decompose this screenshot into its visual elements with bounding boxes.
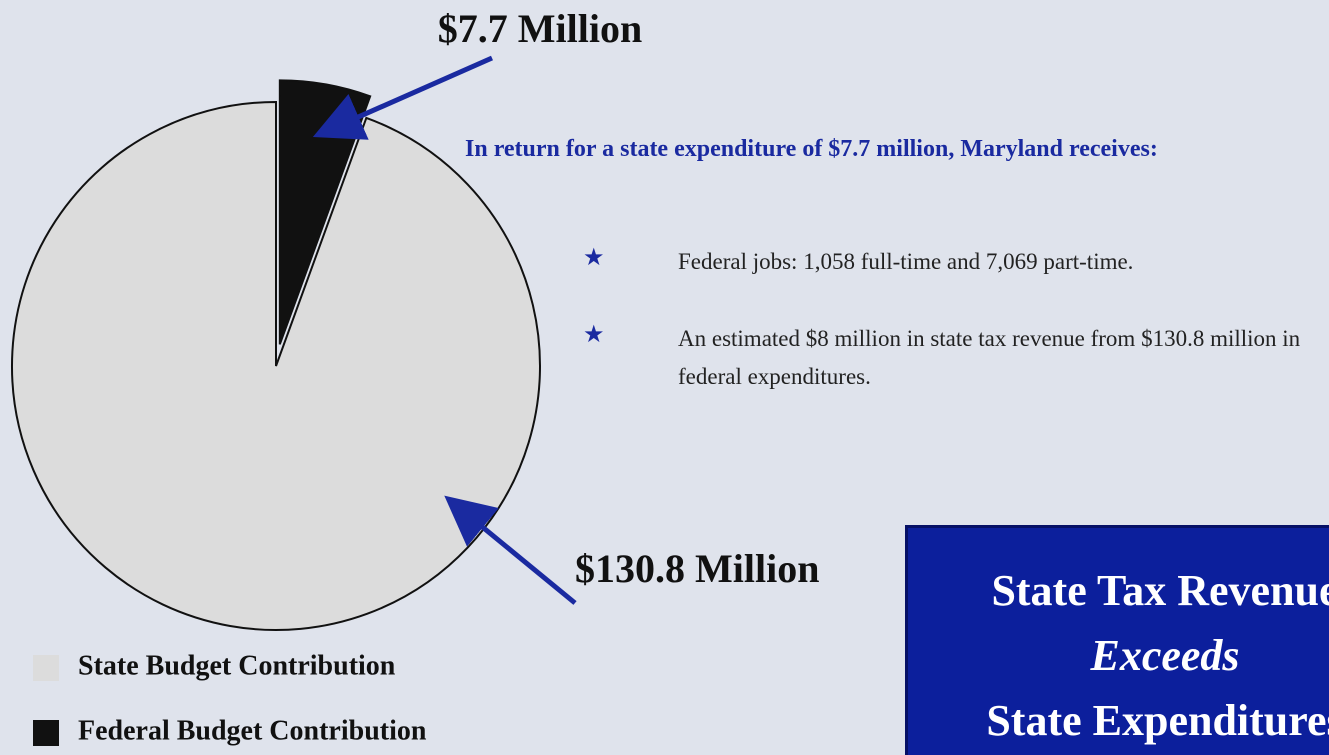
arrow: [444, 495, 577, 605]
arrow: [312, 55, 494, 140]
pie-slice: [278, 79, 372, 345]
heading: In return for a state expenditure of $7.…: [465, 136, 1158, 162]
value-label: $7.7 Million: [438, 6, 642, 51]
legend-swatch: [33, 655, 59, 681]
bullet-star: ★: [583, 245, 605, 271]
legend-label: State Budget Contribution: [78, 650, 396, 681]
bullet-text: Federal jobs: 1,058 full-time and 7,069 …: [678, 249, 1134, 274]
box-text: State Tax Revenue: [991, 566, 1329, 615]
value-label: $130.8 Million: [575, 546, 819, 591]
box-text: State Expenditures: [986, 696, 1329, 745]
bullet-text: An estimated $8 million in state tax rev…: [678, 326, 1301, 389]
callout-box: State Tax Revenue Exceeds State Expendit…: [905, 525, 1329, 755]
legend-label: Federal Budget Contribution: [78, 715, 427, 746]
legend-swatch: [33, 720, 59, 746]
box-text: Exceeds: [1090, 631, 1240, 680]
bullet-star: ★: [583, 322, 605, 348]
pie-slice: [11, 100, 541, 631]
